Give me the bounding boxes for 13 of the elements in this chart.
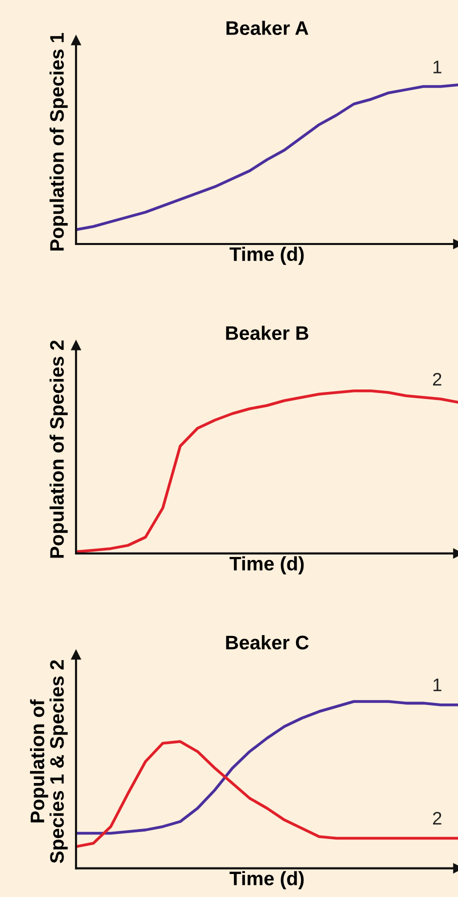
- chart-title: Beaker C: [226, 635, 309, 650]
- y-axis-title: Population of Species 2: [50, 340, 68, 558]
- x-axis-title: Time (d): [230, 871, 304, 890]
- series-label: 1: [434, 678, 442, 692]
- x-axis-title: Time (d): [230, 556, 304, 574]
- series-label: 1: [434, 60, 442, 74]
- y-axis-title: Population of Species 1 & Species 2: [30, 660, 68, 864]
- y-axis-title: Population of Species 1: [50, 33, 68, 251]
- series-label: 2: [433, 372, 442, 386]
- x-axis-title: Time (d): [230, 246, 304, 265]
- chart-title: Beaker A: [226, 20, 308, 35]
- series-label: 2: [433, 812, 442, 825]
- chart-title: Beaker B: [226, 326, 308, 340]
